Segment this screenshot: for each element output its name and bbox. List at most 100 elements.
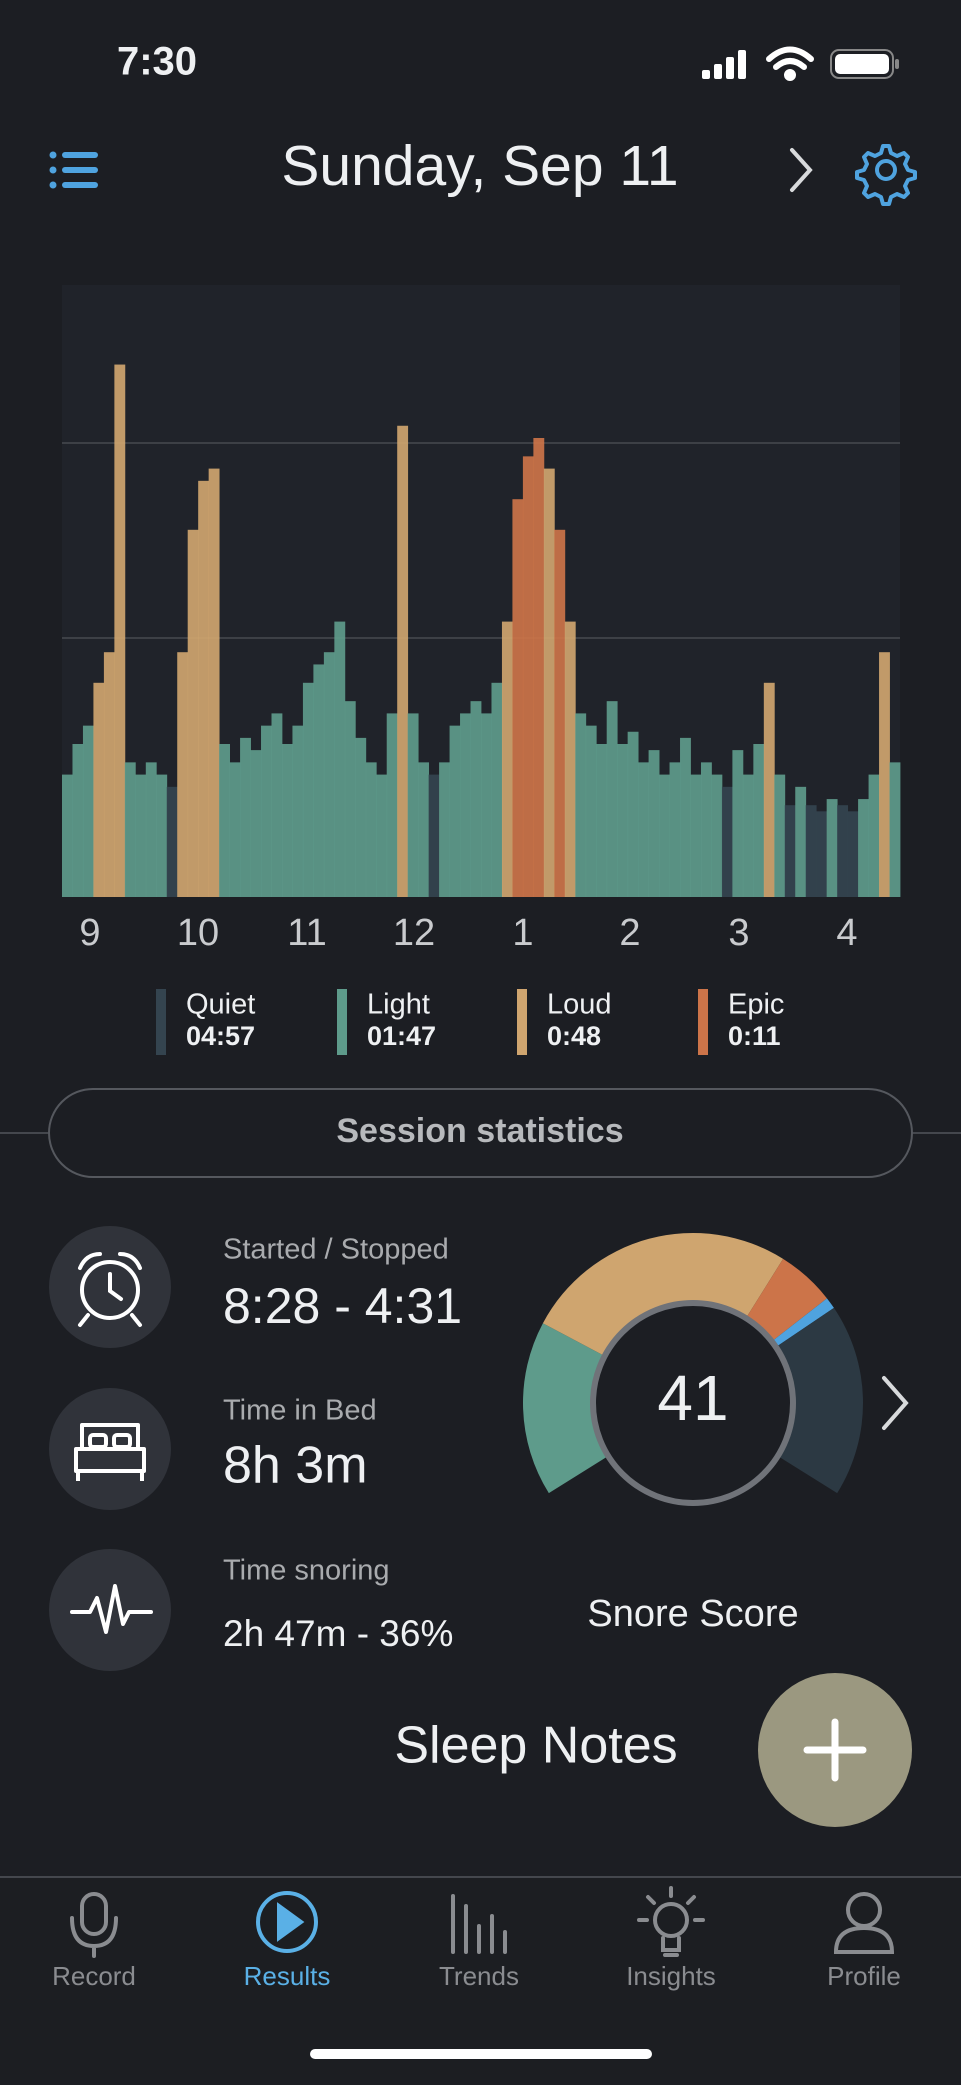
waveform-bar [564,621,576,897]
waveform-bar [187,529,199,897]
waveform-bar [711,774,723,897]
legend-duration: 04:57 [186,1021,255,1051]
stat-value: 8h 3m [223,1437,368,1495]
waveform-bar [166,786,178,897]
waveform-bar [93,682,105,897]
hour-label: 1 [512,912,533,954]
tab-bar [0,1877,961,2080]
tab-label[interactable]: Record [52,1961,136,1991]
waveform-bar [261,725,272,897]
snore-score-label: Snore Score [587,1593,798,1635]
waveform-bar [250,750,262,897]
legend-name: Quiet [186,989,255,1021]
stats: Started / Stopped 8:28 - 4:31 Time in Bed 8… [223,1234,462,1654]
waveform-bar [418,762,430,897]
legend-swatch [698,989,708,1055]
tab-label[interactable]: Results [244,1961,331,1991]
hour-labels: 9 10 11 12 1 2 3 4 [79,912,857,954]
stat-label: Time snoring [223,1555,390,1587]
waveform-bar [72,744,84,897]
hour-label: 12 [393,912,435,954]
waveform-bar [606,701,618,897]
legend-duration: 0:48 [547,1021,601,1051]
stat-label: Started / Stopped [223,1234,449,1266]
gauge-segment [523,1323,613,1494]
status-time: 7:30 [117,40,197,84]
tab-label[interactable]: Trends [439,1961,519,1991]
stat-icons [49,1226,171,1671]
waveform-bar [229,762,241,897]
legend-duration: 01:47 [367,1021,436,1051]
hour-label: 10 [177,912,219,954]
home-indicator [310,2049,652,2059]
stat-label: Time in Bed [223,1395,377,1427]
sleep-notes-title: Sleep Notes [394,1717,677,1775]
waveform-bar [470,701,482,897]
legend-swatch [337,989,347,1055]
waveform-bar [145,762,157,897]
session-statistics-button[interactable] [48,1088,913,1178]
tab-label[interactable]: Insights [626,1961,716,1991]
waveform-bar [659,774,670,897]
waveform-bar [103,652,115,897]
date-title: Sunday, Sep 11 [281,134,678,198]
waveform-bar [742,774,754,897]
waveform-bar [721,786,733,897]
next-day-button[interactable] [790,148,813,192]
waveform-bar [219,744,230,897]
waveform-bar [82,725,94,897]
waveform-bar [627,731,639,897]
waveform-bar [323,652,335,897]
waveform-bar [344,701,356,897]
waveform-bar [816,811,828,897]
waveform-bar [522,456,534,897]
waveform-bar [889,762,901,897]
tab-label[interactable]: Profile [827,1961,901,1991]
waveform-bar [240,737,251,897]
waveform-bar [449,725,461,897]
menu-button[interactable] [49,151,99,189]
waveform-bar [281,744,293,897]
legend-name: Light [367,989,430,1021]
waveform-bar [784,805,796,897]
waveform-bar [847,811,859,897]
waveform-bar [491,682,503,897]
signal-icon [702,50,746,79]
score-details-button[interactable] [882,1376,909,1430]
waveform-bar [302,682,314,897]
waveform-bar [407,713,419,897]
snore-score-gauge[interactable]: 41 [523,1233,863,1506]
waveform-bar [543,468,555,897]
waveform-bar [460,713,471,897]
wifi-icon [766,46,814,81]
waveform-bar [208,468,220,897]
snore-score-value: 41 [657,1362,728,1434]
waveform-bar [700,762,712,897]
waveform-bar [439,762,450,897]
legend-duration: 0:11 [728,1021,781,1051]
waveform-bar [334,621,346,897]
waveform-bar [763,682,775,897]
session-statistics-label: Session statistics [336,1112,623,1150]
legend-name: Loud [547,989,612,1021]
gauge-center [590,1300,796,1506]
waveform-bar [774,774,786,897]
waveform-bar [501,621,513,897]
waveform-bar [732,750,744,897]
gauge-segment [542,1233,784,1359]
waveform-bar [156,774,168,897]
add-note-button[interactable] [758,1673,912,1827]
waveform-bar [638,762,649,897]
waveform-bar [292,725,304,897]
legend-swatch [517,989,527,1055]
waveform-bar [386,713,398,897]
waveform-bar [198,480,210,897]
waveform-bar [585,725,597,897]
settings-button[interactable] [855,144,917,206]
hour-label: 9 [79,912,100,954]
waveform-bar [868,774,880,897]
tab-labels: Record Results Trends Insights Profile [52,1961,901,1991]
